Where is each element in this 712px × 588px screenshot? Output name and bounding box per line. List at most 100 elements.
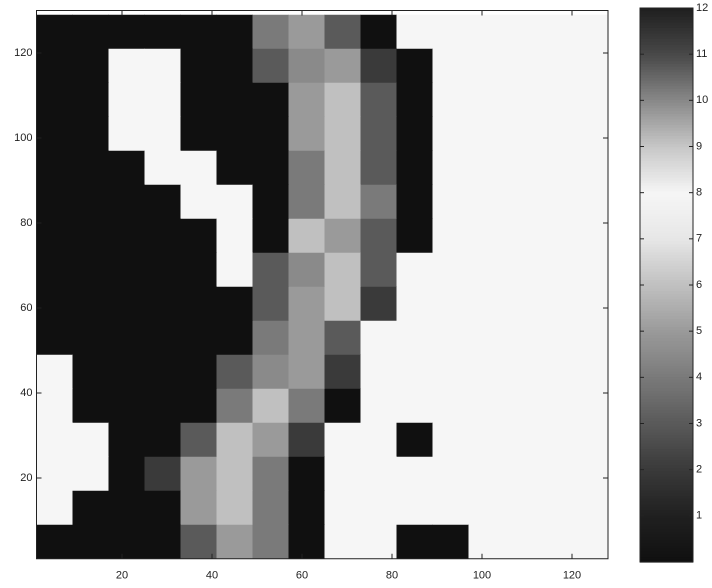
heat-cell [325,389,362,424]
x-tick-label: 80 [386,570,398,582]
heat-cell [181,321,218,356]
heat-cell [109,117,146,152]
heat-cell [433,49,470,84]
heat-cell [541,15,578,50]
heat-cell [325,219,362,254]
heat-cell [73,525,110,560]
heat-cell [541,83,578,118]
heat-cell [397,219,434,254]
heat-cell [145,287,182,322]
heat-cell [505,253,542,288]
heat-cell [469,355,506,390]
heat-cell [541,185,578,220]
y-tick-label: 20 [20,472,32,484]
x-tick-label: 100 [473,570,491,582]
heat-cell [145,219,182,254]
heat-cell [397,321,434,356]
heat-cell [37,423,74,458]
heat-cell [181,491,218,526]
heat-cell [217,83,254,118]
heat-cell [325,423,362,458]
heat-cell [253,117,290,152]
heat-cell [73,15,110,50]
heat-cell [541,253,578,288]
heat-cell [109,423,146,458]
heat-cell [253,253,290,288]
heat-cell [397,525,434,560]
y-tick-label: 80 [20,217,32,229]
heat-cell [253,525,290,560]
heat-cell [397,491,434,526]
heat-cell [253,491,290,526]
heat-cell [361,389,398,424]
heat-cell [109,355,146,390]
heat-cell [37,355,74,390]
heat-cell [397,389,434,424]
colorbar-tick-label: 10 [696,94,708,106]
heat-cell [361,423,398,458]
heat-cell [433,525,470,560]
heat-cell [325,151,362,186]
heat-cell [397,117,434,152]
chart: 2040608010012020406080100120123456789101… [0,0,712,588]
heat-cell [469,253,506,288]
heat-cell [469,49,506,84]
heat-cell [145,423,182,458]
heat-cell [109,15,146,50]
colorbar-swatch [640,8,693,11]
heat-cell [505,389,542,424]
heat-cell [361,491,398,526]
colorbar-tick-label: 4 [696,371,702,383]
heat-cell [181,219,218,254]
heat-cell [397,287,434,322]
heat-cell [469,491,506,526]
heat-cell [181,287,218,322]
heat-cell [73,117,110,152]
heat-cell [361,83,398,118]
heat-cell [289,355,326,390]
heat-cell [541,219,578,254]
heat-cell [469,525,506,560]
heat-cell [109,253,146,288]
heat-cell [505,49,542,84]
y-tick-label: 40 [20,387,32,399]
heat-cell [37,83,74,118]
heat-cell [361,185,398,220]
heat-cell [253,83,290,118]
heat-cell [253,287,290,322]
heat-cell [505,525,542,560]
heat-cell [361,15,398,50]
colorbar-tick-label: 6 [696,279,702,291]
heat-cell [469,219,506,254]
heat-cell [109,457,146,492]
heat-cell [505,185,542,220]
heat-cell [217,287,254,322]
heat-cell [289,491,326,526]
heat-cell [145,389,182,424]
heat-cell [253,355,290,390]
heat-cell [433,423,470,458]
heat-cell [469,83,506,118]
heat-cell [37,287,74,322]
colorbar-tick-label: 3 [696,417,702,429]
heat-cell [469,287,506,322]
heat-cell [397,253,434,288]
heat-cell [325,457,362,492]
heat-cell [217,423,254,458]
heat-cell [37,457,74,492]
heat-cell [469,151,506,186]
heat-cell [469,117,506,152]
heat-cell [289,117,326,152]
x-tick-label: 60 [296,570,308,582]
colorbar-tick-label: 2 [696,464,702,476]
heat-cell [73,355,110,390]
heat-cell [397,151,434,186]
heat-cell [541,49,578,84]
heat-cell [541,321,578,356]
heat-cell [73,83,110,118]
heat-cell [181,457,218,492]
heat-cell [325,117,362,152]
heat-cell [325,49,362,84]
heat-cell [361,219,398,254]
heat-cell [505,355,542,390]
